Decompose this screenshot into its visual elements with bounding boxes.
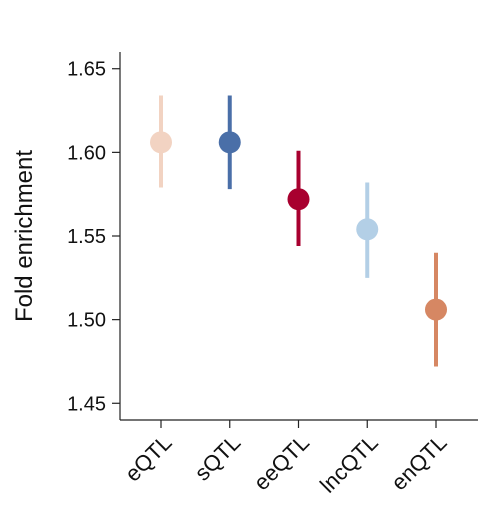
data-point xyxy=(356,218,379,241)
x-tick-label: eeQTL xyxy=(249,430,314,495)
data-point xyxy=(218,131,241,154)
y-tick-label: 1.60 xyxy=(67,142,106,164)
y-tick-label: 1.45 xyxy=(67,393,106,415)
data-point xyxy=(287,188,310,211)
y-tick-label: 1.55 xyxy=(67,226,106,248)
x-tick-label: lncQTL xyxy=(315,430,383,498)
x-ticks: eQTL sQTL eeQTL lncQTL enQTL xyxy=(120,420,452,498)
y-ticks: 1.45 1.50 1.55 1.60 1.65 xyxy=(67,59,120,415)
data-point xyxy=(425,298,447,321)
y-axis-label: Fold enrichment xyxy=(11,150,38,322)
y-tick-label: 1.50 xyxy=(67,310,106,332)
y-tick-label: 1.65 xyxy=(67,59,106,81)
data-marks xyxy=(150,95,447,367)
x-tick-label: sQTL xyxy=(190,430,246,486)
x-tick-label: eQTL xyxy=(120,430,177,487)
x-tick-label: enQTL xyxy=(386,430,451,495)
data-point xyxy=(150,131,172,154)
